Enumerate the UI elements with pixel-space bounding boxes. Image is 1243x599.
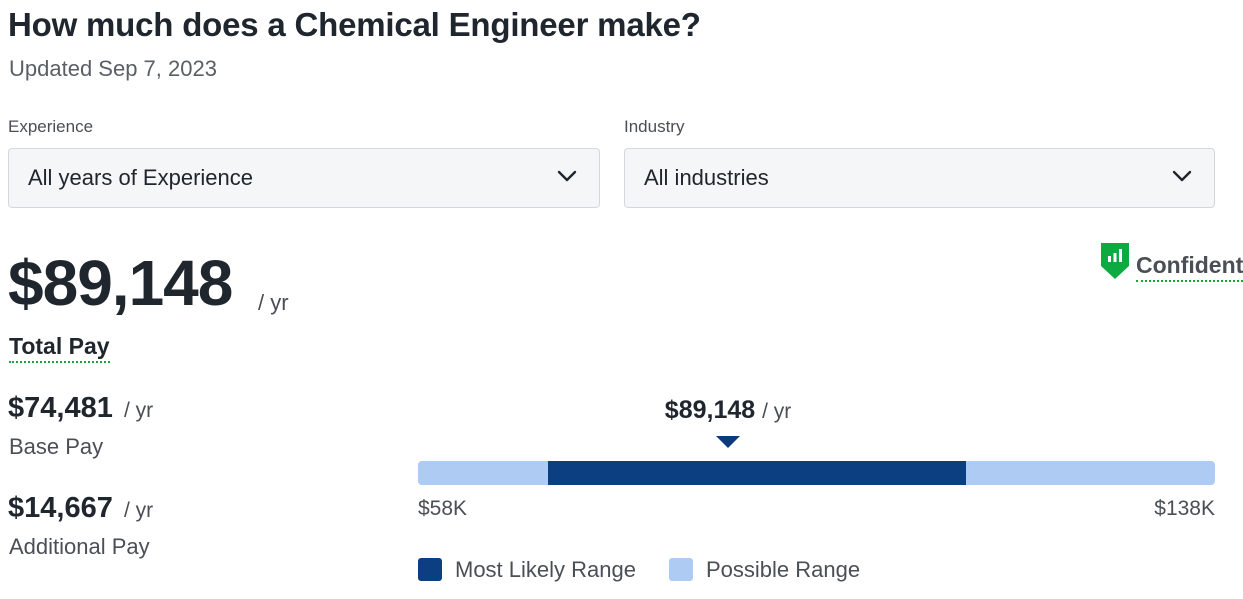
range-max-label: $138K xyxy=(1154,497,1215,520)
confidence-label: Confident xyxy=(1136,252,1243,282)
additional-pay-label: Additional Pay xyxy=(9,534,150,559)
range-marker-label: $89,148 / yr xyxy=(665,396,792,425)
range-marker-unit: / yr xyxy=(762,400,792,423)
base-pay-unit: / yr xyxy=(124,399,154,422)
industry-label: Industry xyxy=(624,117,685,136)
updated-date: Updated Sep 7, 2023 xyxy=(9,56,217,81)
legend-label-likely: Most Likely Range xyxy=(455,557,636,582)
base-pay-amount: $74,481 xyxy=(8,392,113,424)
total-pay-label[interactable]: Total Pay xyxy=(9,333,110,363)
legend-swatch-likely xyxy=(418,558,442,581)
industry-select-value: All industries xyxy=(644,165,769,190)
page-title: How much does a Chemical Engineer make? xyxy=(8,6,701,43)
likely-range-bar xyxy=(547,461,966,485)
additional-pay-amount: $14,667 xyxy=(8,492,113,524)
confidence-indicator[interactable]: Confident xyxy=(1100,242,1243,290)
range-min-label: $58K xyxy=(418,497,468,520)
experience-select-value: All years of Experience xyxy=(28,165,253,190)
range-marker-triangle xyxy=(716,436,741,448)
total-pay-amount: $89,148 xyxy=(8,247,233,319)
experience-select[interactable]: All years of Experience xyxy=(8,148,600,208)
industry-select[interactable]: All industries xyxy=(624,148,1215,208)
shield-chart-icon xyxy=(1101,243,1129,279)
experience-label: Experience xyxy=(8,117,94,136)
chevron-down-icon xyxy=(557,170,577,182)
legend-swatch-possible xyxy=(669,558,693,581)
chevron-down-icon xyxy=(1172,170,1192,182)
legend-label-possible: Possible Range xyxy=(706,557,861,582)
base-pay-label: Base Pay xyxy=(9,434,104,459)
additional-pay-unit: / yr xyxy=(124,499,154,522)
total-pay-unit: / yr xyxy=(258,290,289,315)
range-marker-value: $89,148 xyxy=(664,396,756,424)
